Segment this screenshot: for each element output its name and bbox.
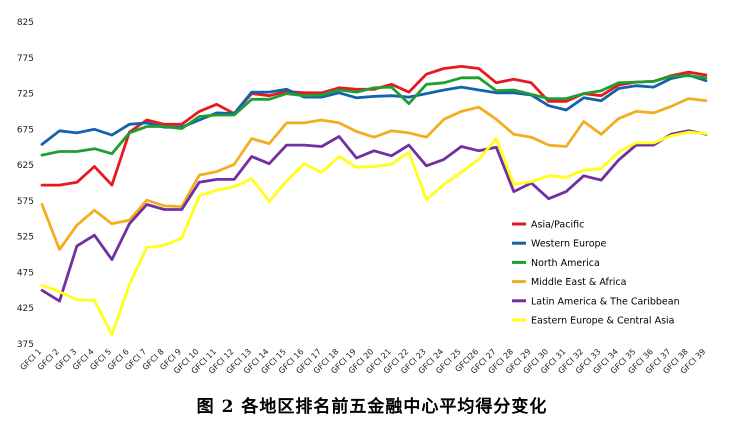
y-tick-label: 725 [17, 90, 34, 100]
y-tick-label: 825 [17, 18, 34, 28]
series-line-3 [40, 74, 708, 157]
y-axis: 375 425 475 525 575 625 675 725 775 825 [17, 18, 34, 350]
y-tick-label: 525 [17, 233, 34, 243]
y-tick-label: 625 [17, 161, 34, 171]
legend-label: Eastern Europe & Central Asia [531, 316, 675, 327]
series-line-6 [40, 130, 708, 337]
series-line-1 [40, 65, 708, 187]
y-tick-label: 775 [17, 54, 34, 64]
y-tick-label: 375 [17, 340, 34, 350]
series-layer [40, 65, 708, 337]
y-tick-label: 575 [17, 197, 34, 207]
legend-label: Latin America & The Caribbean [531, 296, 680, 307]
legend-label: Western Europe [531, 239, 607, 250]
line-chart: 375 425 475 525 575 625 675 725 775 825 GFCI 1GFC… [17, 18, 708, 376]
legend-label: North America [531, 258, 600, 269]
series-line-5 [40, 129, 708, 303]
y-tick-label: 475 [17, 268, 34, 278]
series-line-4 [40, 97, 708, 251]
legend-label: Asia/Pacific [531, 220, 584, 231]
legend: Asia/Pacific Western Europe North America M… [512, 220, 680, 327]
figure-caption: 图 2 各地区排名前五金融中心平均得分变化 [196, 397, 548, 417]
y-tick-label: 675 [17, 125, 34, 135]
series-line-2 [40, 73, 708, 146]
legend-label: Middle East & Africa [531, 277, 626, 288]
y-tick-label: 425 [17, 304, 34, 314]
